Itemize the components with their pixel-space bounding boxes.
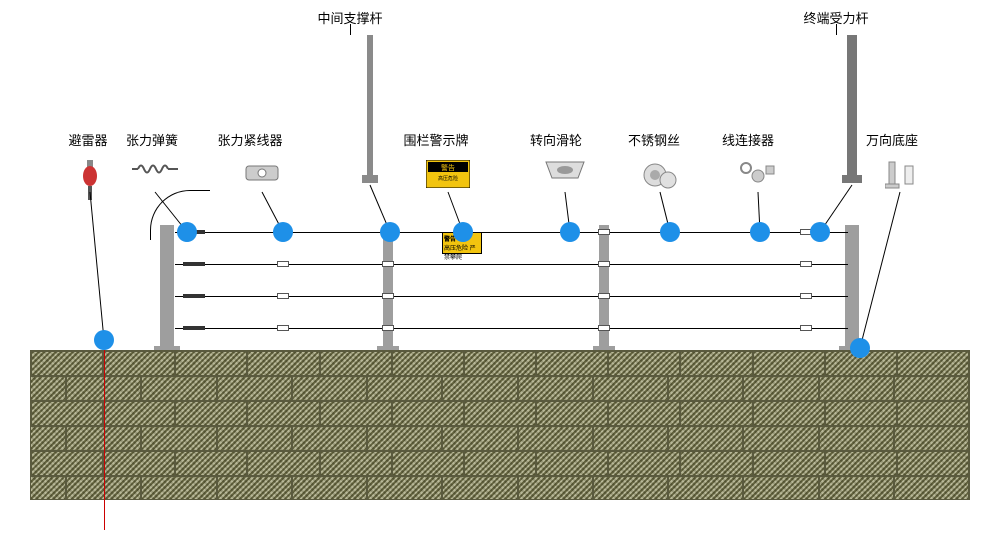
midpole-icon (362, 35, 378, 190)
marker-arrester (94, 330, 114, 350)
base-icon (885, 160, 915, 195)
wire-clamp (598, 325, 610, 331)
marker-sign (453, 222, 473, 242)
marker-midpole (380, 222, 400, 242)
wire-clamp (277, 261, 289, 267)
diagram-canvas: 警告 高压危险 严禁攀爬 避雷器张力弹簧张力紧线器中间支撑杆围栏警示牌警告高压危… (0, 0, 1000, 537)
wire-clamp (277, 293, 289, 299)
label-connector: 线连接器 (722, 130, 774, 149)
wire-clamp (598, 293, 610, 299)
label-arrester: 避雷器 (68, 130, 107, 149)
fence-wire-3 (175, 296, 848, 297)
marker-endpole (810, 222, 830, 242)
steelwire-icon (643, 160, 677, 195)
wire-clamp (800, 261, 812, 267)
label-base: 万向底座 (866, 130, 918, 149)
endpole-icon (842, 35, 862, 190)
wire-spring-2 (183, 262, 205, 266)
arrester-ground-line (104, 350, 105, 530)
label-tensioner: 张力紧线器 (217, 130, 282, 149)
wire-clamp (277, 325, 289, 331)
fence-wire-2 (175, 264, 848, 265)
svg-text:高压危险: 高压危险 (438, 175, 458, 182)
mid-post-1 (383, 225, 393, 350)
wire-clamp (598, 229, 610, 235)
wall (30, 350, 970, 500)
marker-base (850, 338, 870, 358)
wire-clamp (800, 293, 812, 299)
start-post (160, 225, 174, 350)
sign-icon: 警告高压危险 (426, 160, 470, 193)
wire-clamp (800, 325, 812, 331)
marker-steelwire (660, 222, 680, 242)
label-spring: 张力弹簧 (126, 130, 178, 149)
wire-clamp (382, 325, 394, 331)
wire-spring-3 (183, 294, 205, 298)
wire-clamp (382, 261, 394, 267)
marker-pulley (560, 222, 580, 242)
marker-spring (177, 222, 197, 242)
label-sign: 围栏警示牌 (403, 130, 468, 149)
sign-line2: 高压危险 严禁攀爬 (444, 243, 480, 261)
end-post (845, 225, 859, 350)
wire-clamp (598, 261, 610, 267)
arrester-icon (79, 160, 101, 205)
mid-post-2 (599, 225, 609, 350)
wire-clamp (382, 293, 394, 299)
label-pulley: 转向滑轮 (530, 130, 582, 149)
pulley-icon (544, 160, 586, 187)
connector-icon (738, 160, 778, 189)
svg-text:警告: 警告 (441, 163, 455, 172)
marker-tensioner (273, 222, 293, 242)
marker-connector (750, 222, 770, 242)
wire-spring-4 (183, 326, 205, 330)
fence-wire-4 (175, 328, 848, 329)
label-steelwire: 不锈钢丝 (628, 130, 680, 149)
tensioner-icon (242, 160, 282, 191)
spring-icon (132, 160, 178, 183)
